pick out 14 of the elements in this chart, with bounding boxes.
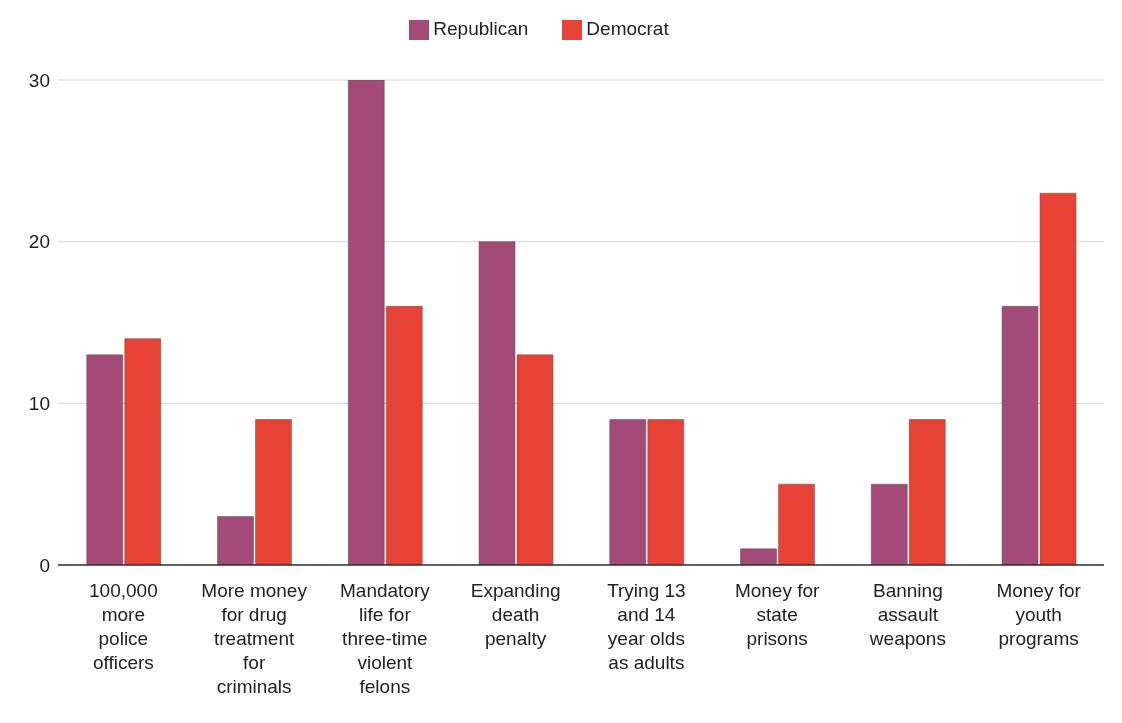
legend-label: Democrat: [586, 18, 669, 39]
x-tick-label: Mandatory life for three-time violent felons: [339, 580, 431, 697]
x-tick-label: Money for state prisons: [734, 580, 821, 649]
x-tick-label: Trying 13 and 14 year olds as adults: [607, 580, 686, 673]
x-tick-label: More money for drug treatment for criminals: [201, 580, 308, 697]
x-tick-label: 100,000 more police officers: [89, 580, 158, 673]
y-tick-label: 0: [39, 554, 50, 576]
x-tick-label: Banning assault weapons: [868, 580, 946, 649]
x-tick-label: Expanding death penalty: [470, 580, 561, 649]
legend-label: Republican: [433, 18, 529, 39]
y-tick-label: 10: [28, 393, 50, 415]
y-tick-label: 20: [28, 231, 50, 253]
y-tick-label: 30: [28, 69, 50, 91]
x-tick-label: Money for youth programs: [996, 580, 1082, 649]
